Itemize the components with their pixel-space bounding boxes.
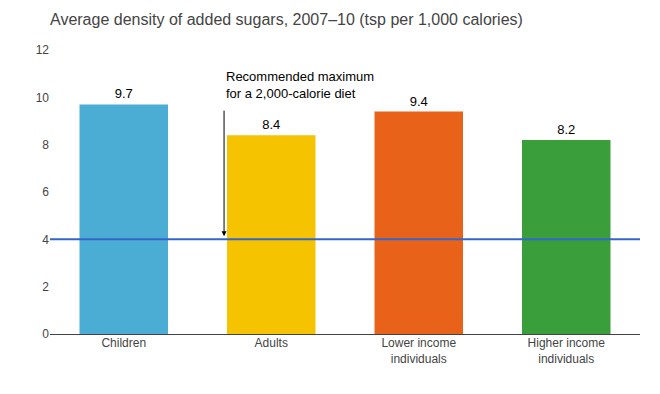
svg-text:8.2: 8.2 bbox=[557, 122, 575, 137]
svg-text:6: 6 bbox=[42, 185, 49, 199]
svg-text:4: 4 bbox=[42, 233, 49, 247]
svg-text:Higher incomeindividuals: Higher incomeindividuals bbox=[528, 336, 606, 366]
svg-text:12: 12 bbox=[36, 43, 50, 57]
svg-text:Children: Children bbox=[101, 336, 146, 350]
svg-text:0: 0 bbox=[42, 327, 49, 341]
svg-text:9.4: 9.4 bbox=[410, 94, 428, 109]
svg-text:8: 8 bbox=[42, 138, 49, 152]
svg-text:Adults: Adults bbox=[255, 336, 288, 350]
svg-text:8.4: 8.4 bbox=[262, 117, 280, 132]
svg-text:2: 2 bbox=[42, 280, 49, 294]
svg-text:10: 10 bbox=[36, 91, 50, 105]
svg-text:Recommended maximumfor a 2,000: Recommended maximumfor a 2,000-calorie d… bbox=[226, 69, 374, 101]
svg-text:Lower incomeindividuals: Lower incomeindividuals bbox=[381, 336, 456, 366]
svg-text:9.7: 9.7 bbox=[115, 86, 133, 101]
svg-text:Average density of added sugar: Average density of added sugars, 2007–10… bbox=[50, 11, 523, 28]
